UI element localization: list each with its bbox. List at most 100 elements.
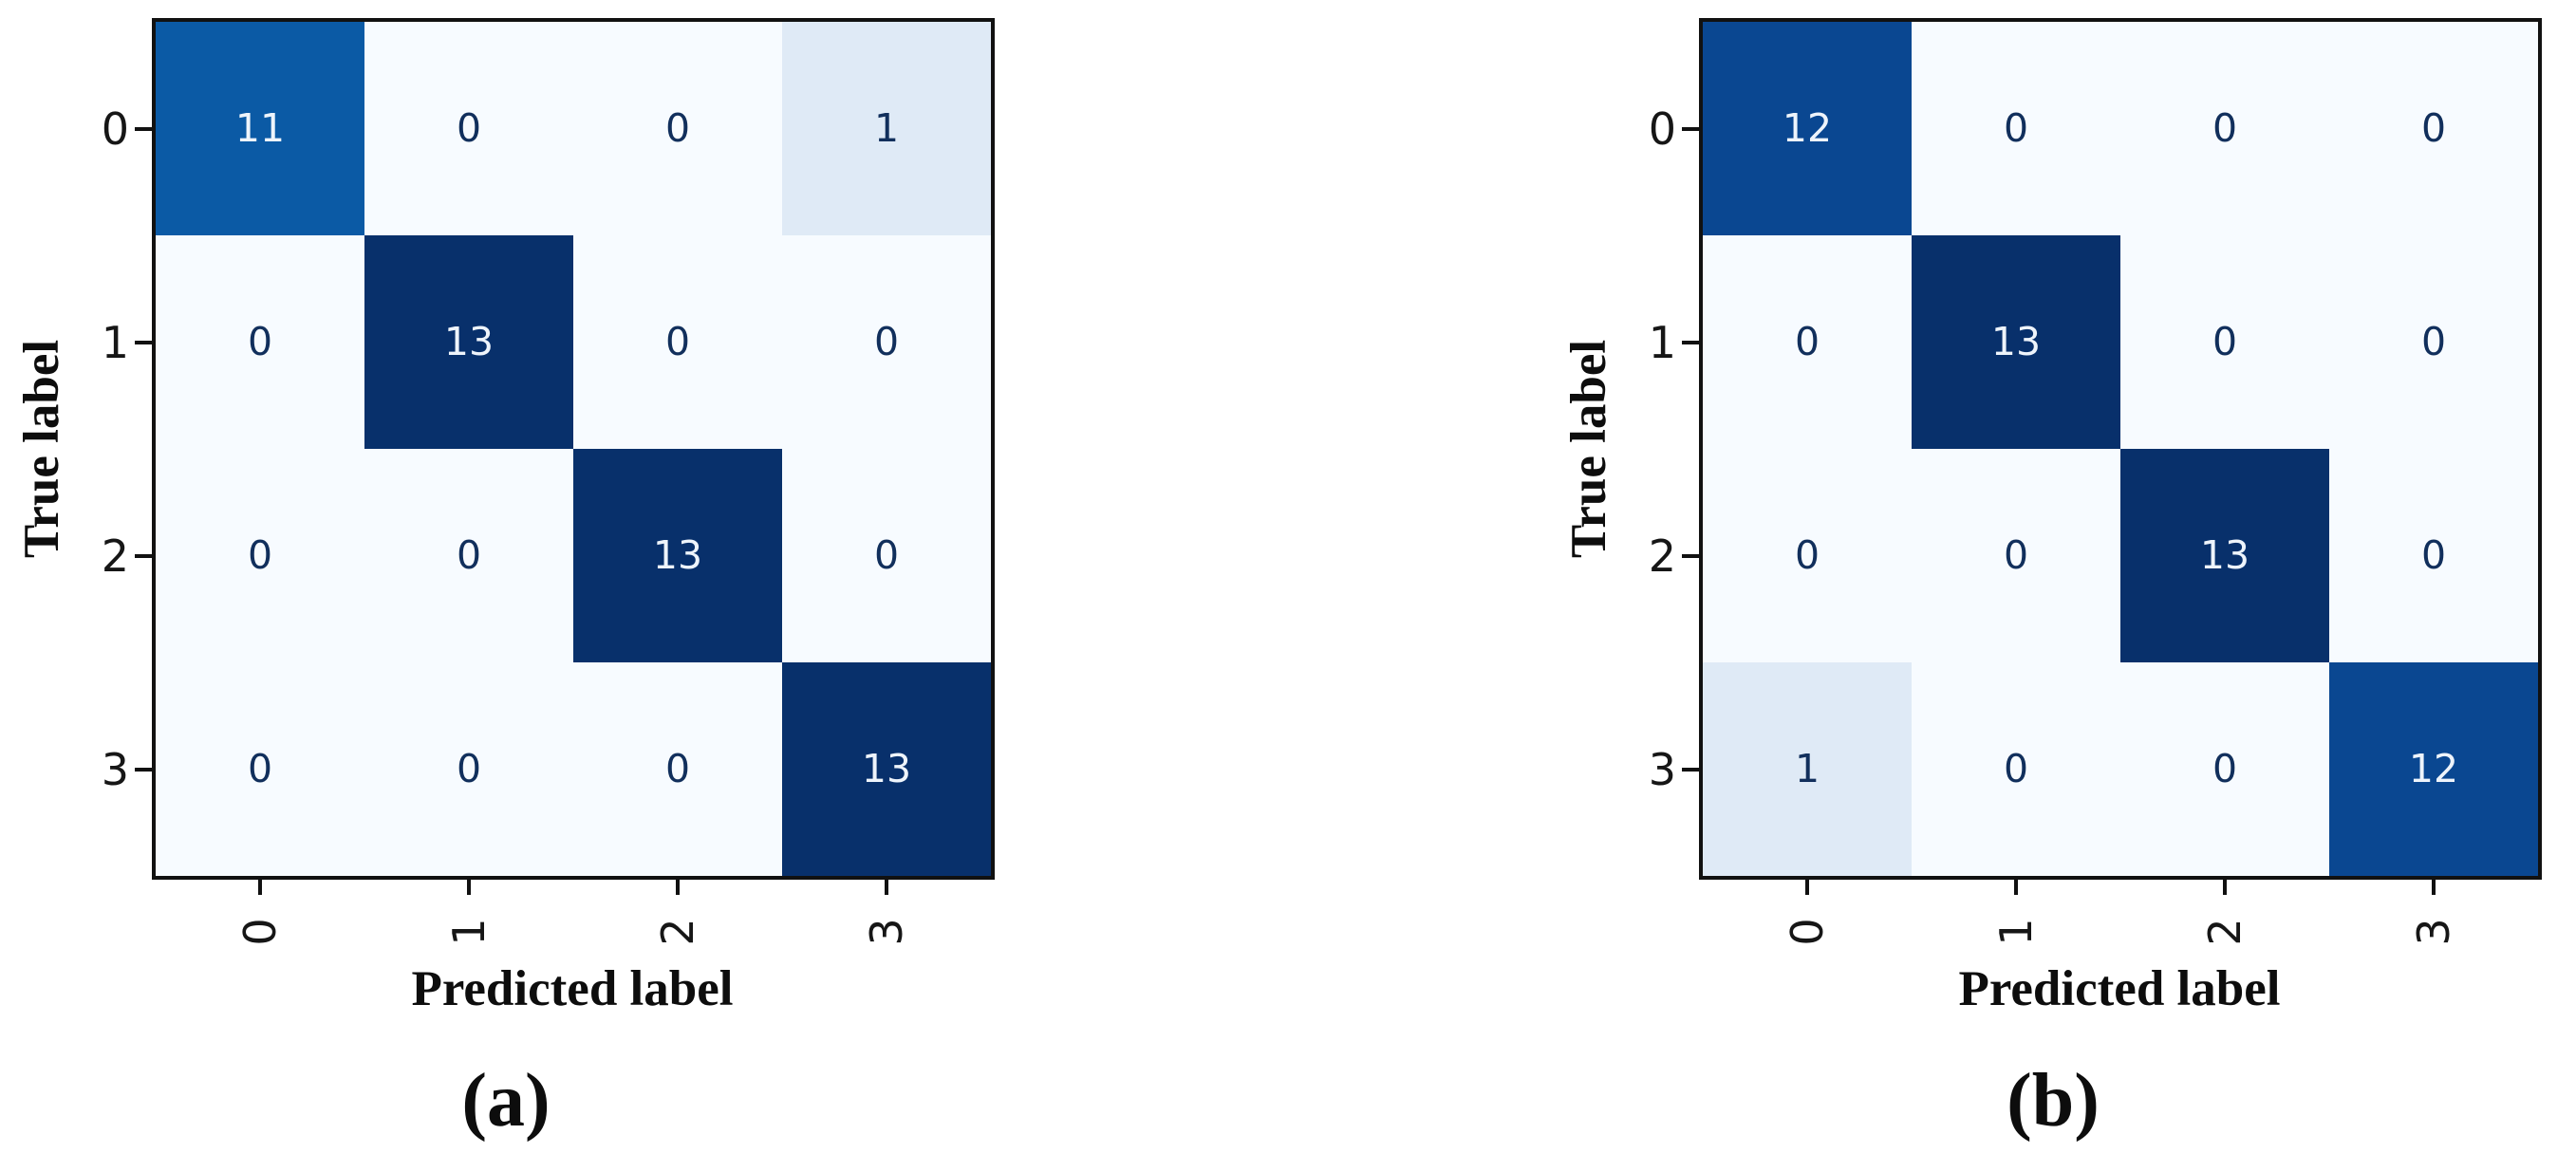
matrix-cell: 13 [364,235,573,449]
matrix-cell: 1 [782,22,991,235]
matrix-cell: 0 [573,22,782,235]
matrix-cell: 0 [156,235,364,449]
cell-value: 0 [1794,319,1820,364]
y-axis-title: True label [14,339,69,559]
matrix-cell: 0 [364,449,573,662]
x-tick-mark [676,880,680,895]
cell-value: 0 [456,746,482,791]
x-tick-label: 3 [861,918,912,946]
heatmap-plot: 12 0 0 0 0 13 0 0 0 0 13 0 1 0 0 12 [1699,18,2542,880]
matrix-cell: 0 [156,662,364,876]
y-tick-label: 0 [1648,102,1676,155]
x-tick-label: 2 [652,918,703,946]
matrix-cell: 0 [2329,22,2538,235]
y-tick-label: 1 [101,316,129,368]
y-tick-mark [1682,340,1699,344]
y-tick-mark [1682,767,1699,772]
cell-value: 0 [2003,532,2029,578]
cell-value: 0 [873,532,900,578]
matrix-cell: 12 [2329,662,2538,876]
x-axis-title: Predicted label [1958,961,2281,1016]
y-tick-label: 1 [1648,316,1676,368]
cell-value: 12 [1782,105,1833,151]
x-tick-mark [2014,880,2018,895]
panel-caption: (b) [2007,1059,2100,1143]
cell-value: 0 [2420,532,2447,578]
cell-value: 13 [652,532,703,578]
x-tick-label: 0 [1782,918,1833,946]
cell-value: 0 [2003,105,2029,151]
heatmap-plot: 11 0 0 1 0 13 0 0 0 0 13 0 0 0 0 13 [152,18,995,880]
x-tick-label: 1 [1990,918,2042,946]
matrix-cell: 0 [1703,449,1912,662]
cell-value: 1 [1794,746,1820,791]
x-tick-mark [467,880,471,895]
matrix-cell: 0 [573,235,782,449]
matrix-cell: 0 [2329,449,2538,662]
x-axis-title: Predicted label [411,961,734,1016]
matrix-cell: 0 [1912,662,2120,876]
cell-value: 13 [861,746,912,791]
x-tick-mark [2432,880,2436,895]
cell-value: 13 [1990,319,2042,364]
y-tick-mark [1682,126,1699,131]
cell-value: 0 [664,746,691,791]
x-tick-mark [2223,880,2227,895]
cell-value: 13 [2199,532,2250,578]
cell-value: 0 [664,319,691,364]
matrix-cell: 0 [782,235,991,449]
cell-value: 12 [2408,746,2459,791]
y-tick-label: 2 [101,530,129,582]
x-tick-label: 0 [234,918,286,946]
matrix-cell: 0 [364,662,573,876]
matrix-cell: 13 [782,662,991,876]
cell-value: 0 [2212,319,2238,364]
x-tick-mark [885,880,888,895]
y-axis-title: True label [1561,339,1616,559]
matrix-cell: 0 [1912,22,2120,235]
cell-value: 0 [456,532,482,578]
matrix-cell: 12 [1703,22,1912,235]
matrix-cell: 0 [1912,449,2120,662]
panel-caption: (a) [461,1059,551,1143]
matrix-cell: 0 [156,449,364,662]
matrix-cell: 0 [1703,235,1912,449]
cell-value: 13 [443,319,495,364]
cell-value: 0 [2212,746,2238,791]
confusion-matrix-panel-b: True label 12 0 0 0 0 13 0 0 0 0 13 0 1 0 0 12 Predicte… [1547,0,2576,1153]
cell-value: 0 [456,105,482,151]
cell-value: 0 [247,319,273,364]
cell-value: 0 [247,532,273,578]
cell-value: 0 [1794,532,1820,578]
x-tick-label: 3 [2408,918,2459,946]
matrix-cell: 0 [573,662,782,876]
y-tick-mark [135,767,152,772]
matrix-cell: 13 [2120,449,2329,662]
cell-value: 0 [2420,105,2447,151]
y-tick-label: 0 [101,102,129,155]
matrix-cell: 0 [364,22,573,235]
y-tick-mark [135,340,152,344]
y-tick-mark [1682,553,1699,558]
cell-value: 0 [2420,319,2447,364]
x-tick-mark [1805,880,1809,895]
matrix-cell: 0 [2120,662,2329,876]
y-tick-mark [135,126,152,131]
cell-value: 11 [234,105,286,151]
matrix-cell: 13 [573,449,782,662]
x-tick-label: 2 [2199,918,2250,946]
matrix-cell: 0 [782,449,991,662]
matrix-cell: 13 [1912,235,2120,449]
cell-value: 0 [2003,746,2029,791]
matrix-cell: 11 [156,22,364,235]
y-tick-label: 3 [1648,743,1676,795]
cell-value: 0 [873,319,900,364]
y-tick-label: 3 [101,743,129,795]
x-tick-label: 1 [443,918,495,946]
cell-value: 0 [2212,105,2238,151]
y-tick-label: 2 [1648,530,1676,582]
cell-value: 0 [247,746,273,791]
cell-value: 0 [664,105,691,151]
matrix-cell: 0 [2329,235,2538,449]
matrix-cell: 0 [2120,22,2329,235]
